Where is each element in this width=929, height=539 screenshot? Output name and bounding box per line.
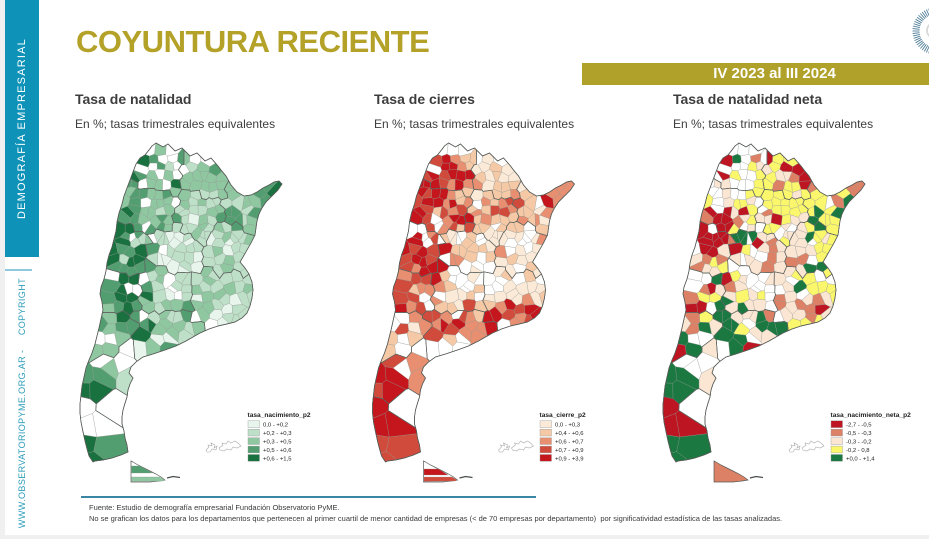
svg-text:tasa_nacimiento_neta_p2: tasa_nacimiento_neta_p2 (831, 412, 912, 419)
svg-text:+0,3 - +0,5: +0,3 - +0,5 (263, 440, 292, 446)
svg-text:tasa_cierre_p2: tasa_cierre_p2 (540, 412, 587, 419)
svg-text:-2,7 - -0,5: -2,7 - -0,5 (846, 423, 872, 429)
svg-text:+0,4 - +0,6: +0,4 - +0,6 (555, 431, 584, 437)
svg-text:+0,7 - +0,9: +0,7 - +0,9 (555, 448, 584, 454)
svg-text:-0,2 - 0,8: -0,2 - 0,8 (846, 448, 870, 454)
svg-text:0,0 - +0,3: 0,0 - +0,3 (555, 423, 581, 429)
svg-text:+0,6 - +1,5: +0,6 - +1,5 (263, 456, 292, 462)
svg-text:+0,0 - +1,4: +0,0 - +1,4 (846, 456, 875, 462)
svg-text:0,0 - +0,2: 0,0 - +0,2 (263, 423, 288, 429)
svg-text:+0,9 - +3,9: +0,9 - +3,9 (555, 456, 584, 462)
svg-text:+0,5 - +0,6: +0,5 - +0,6 (263, 448, 292, 454)
svg-text:-0,5 - -0,3: -0,5 - -0,3 (846, 431, 872, 437)
svg-text:-0,3 - -0,2: -0,3 - -0,2 (846, 440, 872, 446)
svg-text:+0,2 - +0,3: +0,2 - +0,3 (263, 431, 292, 437)
svg-text:tasa_nacimiento_p2: tasa_nacimiento_p2 (248, 412, 311, 419)
svg-text:+0,6 - +0,7: +0,6 - +0,7 (555, 440, 584, 446)
